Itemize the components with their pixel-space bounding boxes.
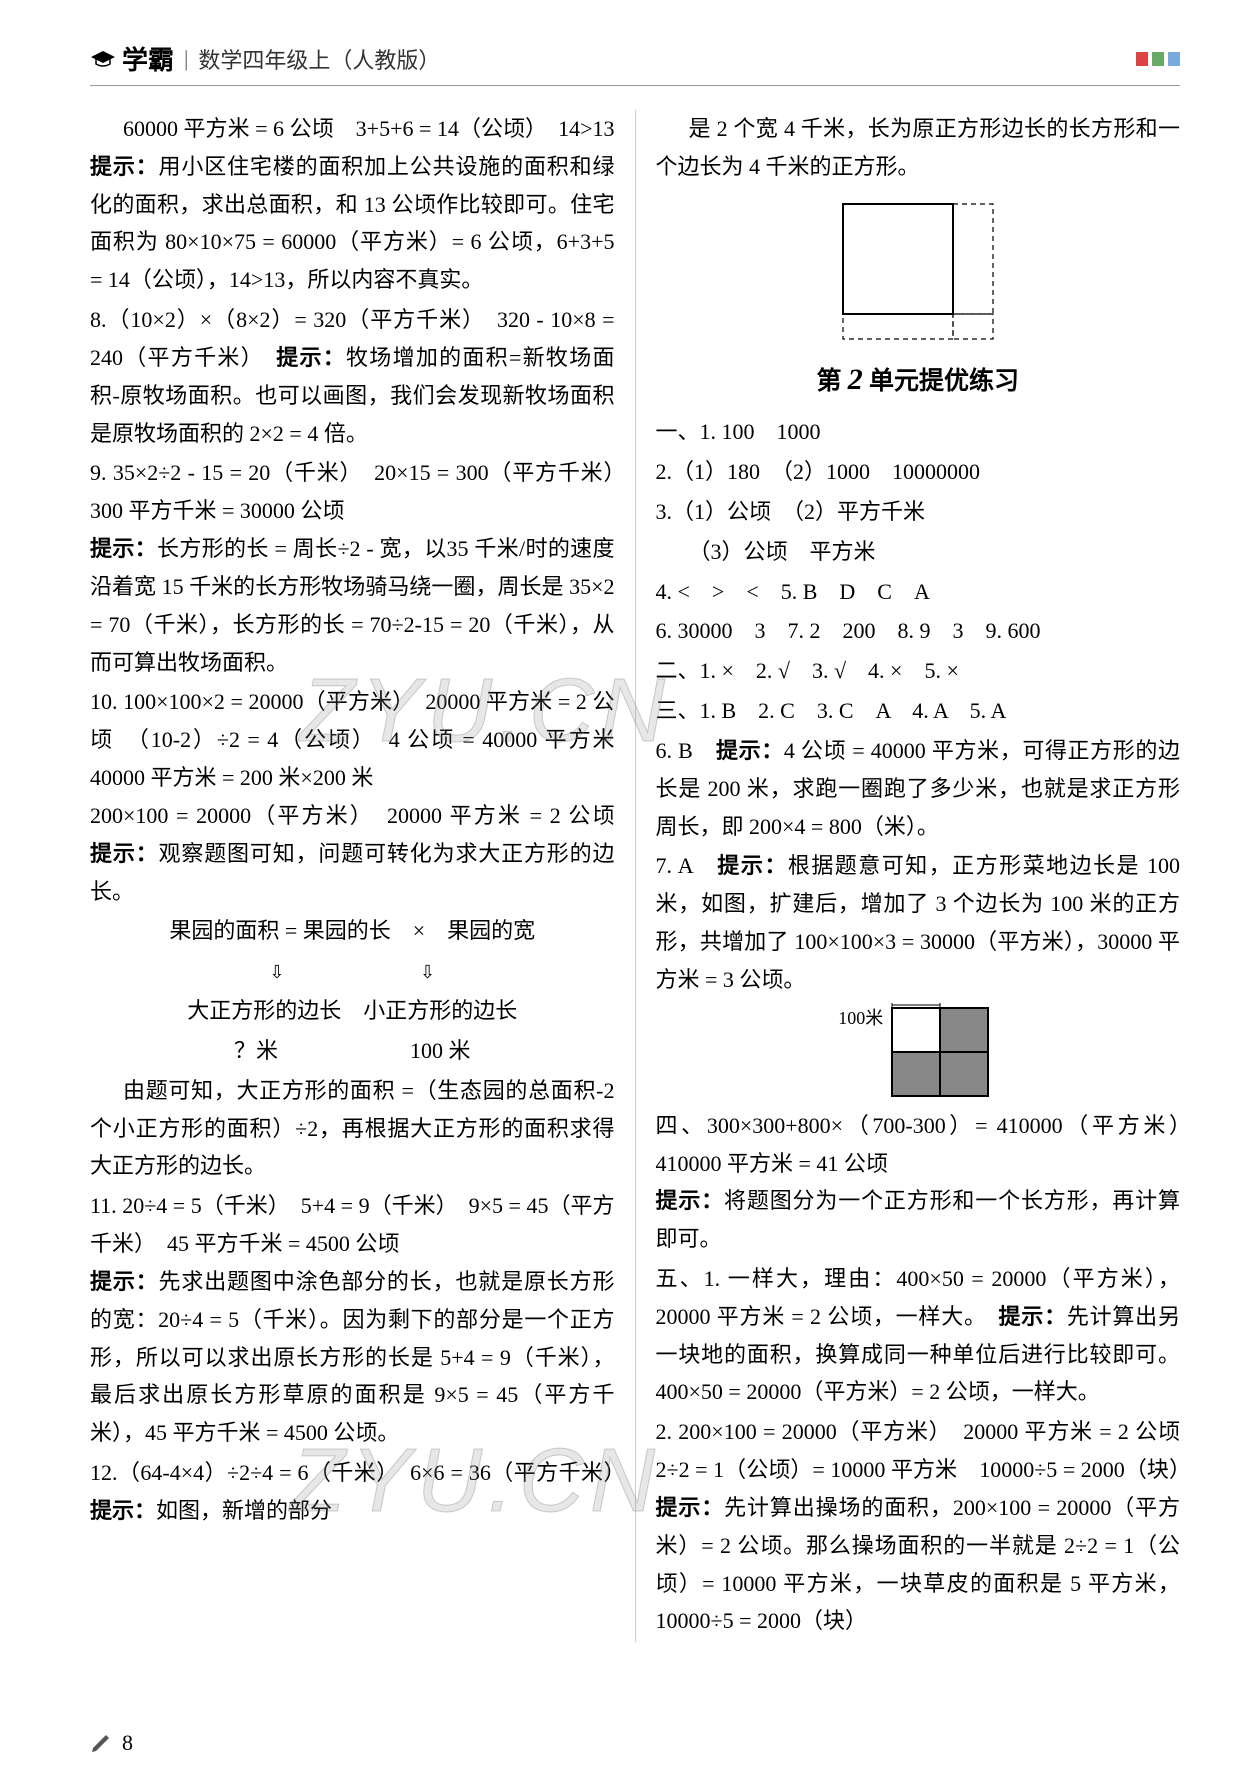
answer-12-cont: 是 2 个宽 4 千米，长为原正方形边长的长方形和一个边长为 4 千米的正方形。 [656,110,1181,186]
two-column-content: 60000 平方米 = 6 公顷 3+5+6 = 14（公顷） 14>13 提示… [90,110,1180,1642]
answer-11: 11. 20÷4 = 5（千米） 5+4 = 9（千米） 9×5 = 45（平方… [90,1187,615,1452]
right-column: 是 2 个宽 4 千米，长为原正方形边长的长方形和一个边长为 4 千米的正方形。… [656,110,1181,1642]
answer-12: 12.（64-4×4）÷2÷4 = 6（千米） 6×6 = 36（平方千米） 提… [90,1454,615,1530]
sec1-line4: 4. < > < 5. B D C A [656,573,1181,611]
diagram-label: 100米 [838,1003,883,1034]
page-footer: 8 [90,1730,133,1756]
mark-red [1136,52,1148,66]
sec5-2: 2. 200×100 = 20000（平方米） 20000 平方米 = 2 公顷… [656,1413,1181,1640]
sec3-7: 7. A 提示：根据题意可知，正方形菜地边长是 100 米，如图，扩建后，增加了… [656,847,1181,998]
sec2-line: 二、1. × 2. √ 3. √ 4. × 5. × [656,652,1181,690]
section-title: 第 2 单元提优练习 [656,354,1181,406]
sec3-line: 三、1. B 2. C 3. C A 4. A 5. A [656,692,1181,730]
logo-text: 学霸 [122,40,174,77]
left-column: 60000 平方米 = 6 公顷 3+5+6 = 14（公顷） 14>13 提示… [90,110,615,1642]
page-header: 学霸 | 数学四年级上（人教版） [90,40,1180,86]
column-divider [635,110,636,1642]
answer-10-cont: 由题可知，大正方形的面积 =（生态园的总面积-2 个小正方形的面积）÷2，再根据… [90,1072,615,1185]
answer-10: 10. 100×100×2 = 20000（平方米） 20000 平方米 = 2… [90,683,615,910]
logo: 学霸 [90,40,174,77]
sec1-line3: 3.（1）公顷 （2）平方千米 [656,493,1181,531]
arrow-down-icon: ⇩ [420,957,435,988]
sec1-line6: 6. 30000 3 7. 2 200 8. 9 3 9. 600 [656,612,1181,650]
formula-row-2: 大正方形的边长 小正方形的边长 [90,992,615,1030]
sec4: 四、300×300+800×（700-300）= 410000（平方米） 410… [656,1107,1181,1258]
answer-9: 9. 35×2÷2 - 15 = 20（千米） 20×15 = 300（平方千米… [90,454,615,681]
sec1-line1: 一、1. 100 1000 [656,413,1181,451]
header-divider: | [184,46,188,72]
mark-blue [1168,52,1180,66]
arrow-row: ⇩ ⇩ [90,952,615,990]
arrow-down-icon: ⇩ [269,957,284,988]
answer-8: 8.（10×2）×（8×2）= 320（平方千米） 320 - 10×8 = 2… [90,301,615,452]
mark-green [1152,52,1164,66]
graduation-cap-icon [90,49,116,69]
formula-row-3: ？米 100 米 [90,1032,615,1070]
sec1-line3b: （3）公顷 平方米 [656,533,1181,571]
header-color-marks [1136,52,1180,66]
sec3-6: 6. B 提示：4 公顷 = 40000 平方米，可得正方形的边长是 200 米… [656,732,1181,845]
answer-7-continued: 60000 平方米 = 6 公顷 3+5+6 = 14（公顷） 14>13 提示… [90,110,615,299]
square-diagram-1 [656,194,1181,344]
sec5-1: 五、1. 一样大，理由：400×50 = 20000（平方米），20000 平方… [656,1260,1181,1411]
page-number: 8 [122,1730,133,1756]
formula-row-1: 果园的面积 = 果园的长 × 果园的宽 [90,912,615,950]
book-title: 数学四年级上（人教版） [198,43,440,75]
square-diagram-2: 100米 [656,1003,1181,1103]
sec1-line2: 2.（1）180 （2）1000 10000000 [656,453,1181,491]
pencil-icon [90,1732,112,1754]
